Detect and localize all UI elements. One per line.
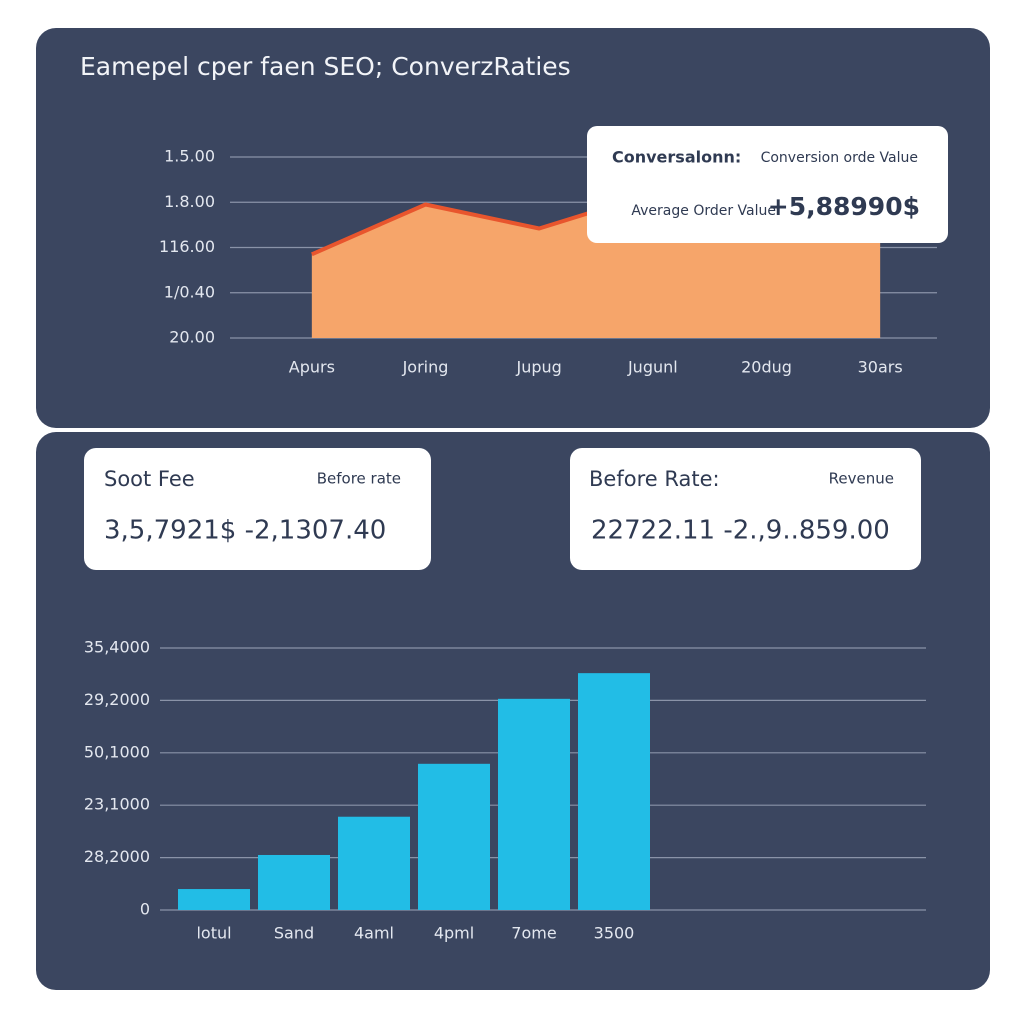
tooltip-heading: Conversalonn: — [612, 148, 741, 167]
y-tick-label: 50,1000 — [84, 742, 150, 761]
card-title: Soot Fee — [104, 467, 195, 491]
card-value: 3,5,7921$ -2,1307.40 — [104, 516, 386, 546]
card-title: Before Rate: — [589, 467, 720, 491]
tooltip: Conversalonn: Conversion orde Value Aver… — [587, 126, 948, 243]
chart-title: Eamepel cper faen SEO; ConverzRaties — [80, 52, 571, 81]
card-caption: Before rate — [317, 470, 401, 488]
tooltip-subheading: Conversion orde Value — [761, 150, 918, 166]
x-tick-label: Sand — [274, 924, 314, 943]
card: Soot Fee Before rate 3,5,7921$ -2,1307.4… — [84, 448, 431, 570]
y-tick-label: 23,1000 — [84, 795, 150, 814]
y-tick-label: 0 — [140, 900, 150, 919]
x-tick-label: 20dug — [741, 358, 792, 377]
bar — [178, 889, 250, 910]
x-tick-label: 4aml — [354, 924, 394, 943]
x-tick-label: Jugunl — [627, 358, 678, 377]
bar-chart: 0 28,2000 23,1000 50,1000 29,2000 35,4000 lotu… — [84, 638, 926, 943]
x-tick-label: 3500 — [594, 924, 635, 943]
y-tick-label: 29,2000 — [84, 690, 150, 709]
y-tick-label: 35,4000 — [84, 638, 150, 657]
tooltip-label: Average Order Value — [631, 203, 776, 219]
y-tick-label: 1/0.40 — [164, 282, 215, 301]
y-tick-label: 116.00 — [159, 237, 215, 256]
y-tick-label: 28,2000 — [84, 847, 150, 866]
card-value: 22722.11 -2.,9..859.00 — [591, 516, 890, 546]
bar — [418, 763, 490, 910]
x-tick-label: lotul — [196, 924, 231, 943]
card-caption: Revenue — [829, 470, 894, 488]
y-tick-label: 20.00 — [169, 328, 215, 347]
tooltip-box — [587, 126, 948, 243]
card-box — [84, 448, 431, 570]
bar — [498, 698, 570, 910]
x-tick-label: Apurs — [289, 358, 335, 377]
x-tick-label: Jupug — [516, 358, 562, 377]
y-tick-label: 1.5.00 — [164, 147, 215, 166]
x-tick-label: 7ome — [511, 924, 556, 943]
card-box — [570, 448, 921, 570]
x-tick-label: Joring — [402, 358, 449, 377]
bar — [258, 854, 330, 910]
bar — [578, 673, 650, 910]
bar — [338, 816, 410, 910]
tooltip-value: +5,88990$ — [768, 192, 920, 221]
y-tick-label: 1.8.00 — [164, 192, 215, 211]
x-tick-label: 4pml — [434, 924, 474, 943]
x-tick-label: 30ars — [858, 358, 903, 377]
card: Before Rate: Revenue 22722.11 -2.,9..859… — [570, 448, 921, 570]
